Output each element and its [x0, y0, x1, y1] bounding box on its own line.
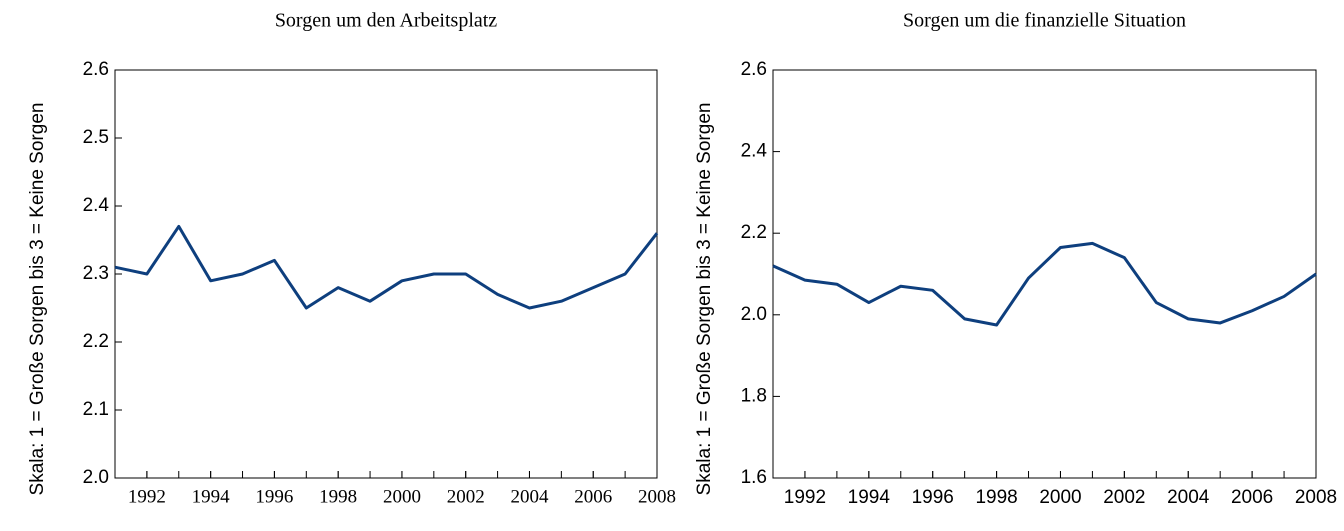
- y-tick-label: 1.8: [741, 385, 767, 406]
- y-tick-label: 2.0: [741, 304, 767, 325]
- y-tick-label: 2.4: [741, 141, 768, 162]
- line-series: [114, 224, 659, 310]
- y-tick-label: 2.3: [83, 263, 109, 284]
- y-tick-label: 2.1: [83, 399, 109, 420]
- chart-title: Sorgen um den Arbeitsplatz: [275, 10, 497, 32]
- x-tick-label: 1992: [784, 487, 826, 508]
- y-tick-label: 2.5: [83, 127, 109, 148]
- y-axis-label: Skala: 1 = Große Sorgen bis 3 = Keine So…: [694, 103, 715, 496]
- plot-frame: [772, 69, 1317, 479]
- y-tick-label: 2.4: [83, 195, 110, 216]
- x-tick-label: 2002: [447, 486, 485, 507]
- y-tick-label: 1.6: [741, 467, 767, 488]
- x-tick-label: 1994: [192, 486, 231, 507]
- plot-frame: [114, 69, 658, 479]
- chart-title: Sorgen um die finanzielle Situation: [903, 10, 1186, 32]
- x-tick-label: 1996: [255, 486, 293, 507]
- x-tick-label: 1994: [848, 487, 891, 508]
- y-tick-label: 2.2: [83, 331, 109, 352]
- x-tick-label: 2008: [1295, 487, 1337, 508]
- x-tick-label: 2000: [383, 486, 421, 507]
- y-tick-label: 2.6: [741, 59, 767, 80]
- x-tick-label: 2006: [574, 486, 612, 507]
- x-tick-label: 2002: [1103, 487, 1145, 508]
- y-axis-label: Skala: 1 = Große Sorgen bis 3 = Keine So…: [27, 103, 48, 496]
- y-tick-label: 2.2: [741, 222, 767, 243]
- x-tick-label: 1996: [912, 487, 954, 508]
- x-tick-label: 2008: [638, 486, 676, 507]
- x-tick-label: 1992: [128, 486, 166, 507]
- y-tick-label: 2.0: [83, 467, 109, 488]
- y-tick-label: 2.6: [83, 59, 109, 80]
- x-tick-label: 1998: [975, 487, 1017, 508]
- x-tick-label: 2004: [510, 486, 549, 507]
- x-tick-label: 2004: [1167, 487, 1210, 508]
- x-tick-label: 2006: [1231, 487, 1273, 508]
- x-tick-label: 2000: [1039, 487, 1081, 508]
- line-series: [772, 241, 1317, 327]
- x-tick-label: 1998: [319, 486, 357, 507]
